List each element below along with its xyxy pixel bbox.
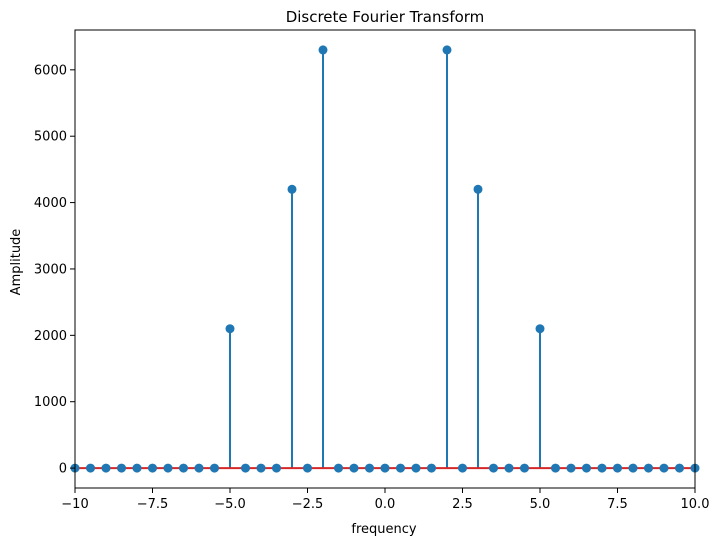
stem-marker — [659, 463, 669, 473]
stem-marker — [675, 463, 684, 473]
stem-marker — [256, 463, 266, 473]
stem-marker — [303, 463, 312, 473]
stem-marker — [194, 463, 204, 473]
stem-marker — [117, 463, 126, 473]
x-tick-label: 10.0 — [681, 497, 710, 512]
stem-marker — [504, 463, 514, 473]
stem-marker — [644, 463, 653, 473]
plot-area: −10 −7.5 −5.0 −2.5 0.0 2.5 5.0 7.5 10.0 0 1000 2000… — [34, 29, 710, 512]
stem-marker — [163, 463, 173, 473]
stem-marker — [287, 184, 297, 194]
x-tick-label: 0.0 — [375, 497, 396, 512]
stem-marker — [613, 463, 622, 473]
stem-marker — [210, 463, 219, 473]
stem-marker — [597, 463, 607, 473]
stem-marker — [365, 463, 374, 473]
stem-marker — [334, 463, 343, 473]
stem-marker — [535, 324, 545, 334]
x-tick-label: 7.5 — [607, 497, 628, 512]
stem-marker — [489, 463, 498, 473]
y-tick-label: 4000 — [34, 196, 67, 211]
stem-marker — [411, 463, 421, 473]
x-tick-label: −5.0 — [214, 497, 246, 512]
stem-marker — [86, 463, 95, 473]
x-tick-label: −10 — [61, 497, 88, 512]
y-tick-label: 1000 — [34, 395, 67, 410]
stem-marker — [551, 463, 560, 473]
stem-marker — [458, 463, 467, 473]
stem-marker — [179, 463, 188, 473]
stem-marker — [101, 463, 111, 473]
stem-marker — [520, 463, 529, 473]
x-tick-label: −7.5 — [137, 497, 169, 512]
stem-marker — [318, 45, 328, 55]
axes-frame — [74, 29, 696, 489]
y-tick-label: 2000 — [34, 329, 67, 344]
stem-marker — [241, 463, 250, 473]
stem-marker — [225, 324, 235, 334]
stem-marker — [380, 463, 390, 473]
stem-marker — [132, 463, 142, 473]
stem-marker — [272, 463, 281, 473]
stem-marker — [442, 45, 452, 55]
x-tick-label: −2.5 — [292, 497, 324, 512]
stem-marker — [148, 463, 157, 473]
x-tick-label: 5.0 — [530, 497, 551, 512]
stem-marker — [582, 463, 591, 473]
y-tick-label: 5000 — [34, 130, 67, 145]
stem-marker — [473, 184, 483, 194]
chart-title: Discrete Fourier Transform — [286, 8, 485, 26]
stem-marker — [396, 463, 405, 473]
stem-marker — [349, 463, 359, 473]
y-tick-label: 3000 — [34, 262, 67, 277]
y-tick-label: 6000 — [34, 63, 67, 78]
x-axis-label: frequency — [351, 522, 417, 537]
stem-marker — [427, 463, 436, 473]
stem-marker — [566, 463, 576, 473]
y-axis-label: Amplitude — [9, 229, 24, 296]
y-tick-label: 0 — [59, 462, 67, 477]
x-tick-label: 2.5 — [452, 497, 473, 512]
stem-marker — [628, 463, 638, 473]
